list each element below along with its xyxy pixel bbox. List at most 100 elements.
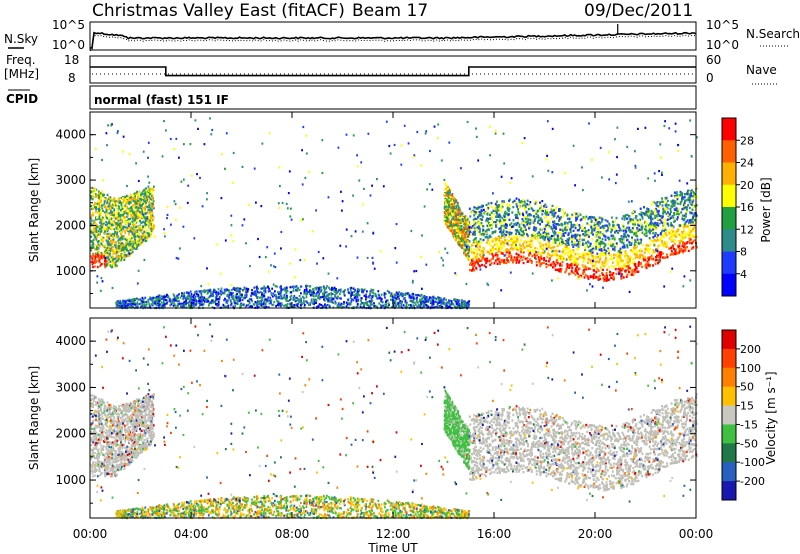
power-cell: [286, 290, 289, 293]
power-cell: [267, 285, 269, 288]
power-cell: [325, 296, 327, 299]
power-cell: [432, 299, 434, 302]
power-cell: [109, 216, 111, 219]
power-cell: [212, 299, 214, 302]
power-cell: [453, 206, 456, 209]
power-cell: [241, 293, 243, 296]
power-cell: [187, 297, 190, 300]
power-cell: [368, 300, 371, 303]
power-cell: [133, 229, 135, 232]
power-cell: [90, 204, 93, 208]
power-cell: [105, 237, 108, 240]
power-cell: [126, 196, 129, 199]
power-cell: [92, 227, 95, 230]
power-cell: [130, 298, 132, 301]
power-cell: [205, 298, 208, 301]
power-cell: [331, 297, 334, 300]
power-cell: [453, 305, 456, 308]
power-cell: [148, 204, 151, 207]
power-cell: [125, 196, 127, 200]
power-cell: [139, 241, 142, 244]
power-cell: [330, 296, 333, 299]
power-cell: [122, 225, 124, 228]
power-cell: [105, 213, 108, 216]
power-cell: [384, 292, 387, 296]
power-cell: [125, 305, 128, 308]
power-cell: [125, 255, 128, 258]
power-cell: [456, 202, 459, 205]
power-cell: [132, 302, 134, 306]
power-cell: [208, 302, 211, 305]
power-cell: [146, 221, 148, 224]
power-cell: [97, 212, 100, 215]
power-cell: [443, 211, 446, 214]
power-cell: [343, 301, 345, 304]
power-cell: [325, 305, 327, 308]
power-cell: [124, 222, 127, 225]
power-cell: [140, 230, 143, 233]
power-cell: [466, 227, 469, 230]
power-cell: [375, 294, 377, 297]
power-cell: [243, 297, 246, 300]
power-cell: [263, 289, 265, 293]
power-cell: [137, 194, 140, 197]
power-cell: [141, 211, 143, 214]
power-cell: [427, 305, 430, 308]
power-cell: [339, 290, 342, 293]
power-cell: [457, 212, 460, 215]
power-cell: [468, 240, 471, 243]
power-cell: [96, 246, 98, 249]
power-cell: [255, 294, 258, 297]
power-cell: [285, 304, 287, 307]
power-cell: [177, 296, 179, 300]
power-cell: [92, 211, 95, 214]
power-cell: [239, 305, 242, 308]
power-cell: [432, 303, 435, 306]
power-cell: [117, 259, 119, 262]
power-cell: [447, 193, 450, 196]
power-cell: [118, 205, 120, 208]
power-cell: [464, 223, 467, 226]
power-cell: [137, 238, 139, 241]
power-cell: [225, 289, 228, 292]
power-cell: [331, 286, 333, 289]
power-cell: [419, 298, 422, 301]
power-cell: [149, 297, 151, 300]
power-cell: [163, 294, 166, 297]
power-cell: [105, 226, 108, 229]
power-cell: [451, 199, 454, 202]
power-cell: [192, 295, 195, 298]
power-cell: [132, 193, 135, 196]
power-cell: [103, 193, 105, 196]
power-cell: [216, 304, 218, 307]
power-cell: [275, 305, 277, 308]
power-cell: [110, 263, 113, 267]
power-cell: [260, 302, 263, 305]
power-cell: [239, 292, 242, 295]
power-cell: [134, 217, 137, 220]
power-cell: [410, 300, 413, 303]
power-cell: [98, 225, 100, 228]
power-cell: [454, 238, 457, 241]
power-cell: [97, 190, 100, 193]
power-cell: [130, 205, 133, 208]
power-cell: [105, 208, 108, 211]
power-cell: [358, 294, 361, 297]
power-cell: [131, 224, 133, 227]
power-cell: [90, 235, 93, 238]
power-cell: [106, 232, 109, 235]
power-cell: [258, 296, 261, 299]
power-cell: [413, 296, 416, 299]
power-cell: [136, 241, 139, 245]
power-cell: [419, 295, 422, 298]
power-cell: [374, 292, 377, 295]
power-cell: [133, 227, 136, 230]
power-cell: [118, 199, 120, 202]
power-cell: [305, 293, 308, 296]
power-cell: [116, 248, 119, 251]
power-cell: [194, 304, 197, 307]
power-cell: [465, 301, 468, 305]
power-cell: [165, 302, 168, 305]
power-cell: [93, 223, 96, 226]
power-cell: [90, 229, 93, 232]
